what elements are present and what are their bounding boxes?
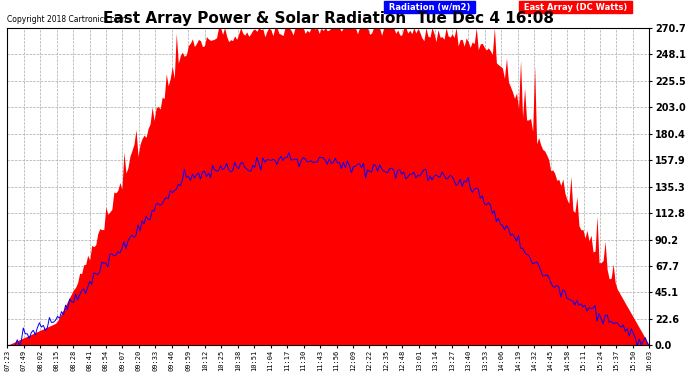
Text: Copyright 2018 Cartronics.com: Copyright 2018 Cartronics.com [7, 15, 126, 24]
Title: East Array Power & Solar Radiation  Tue Dec 4 16:08: East Array Power & Solar Radiation Tue D… [103, 11, 554, 26]
Text: Radiation (w/m2): Radiation (w/m2) [386, 3, 473, 12]
Text: East Array (DC Watts): East Array (DC Watts) [521, 3, 630, 12]
